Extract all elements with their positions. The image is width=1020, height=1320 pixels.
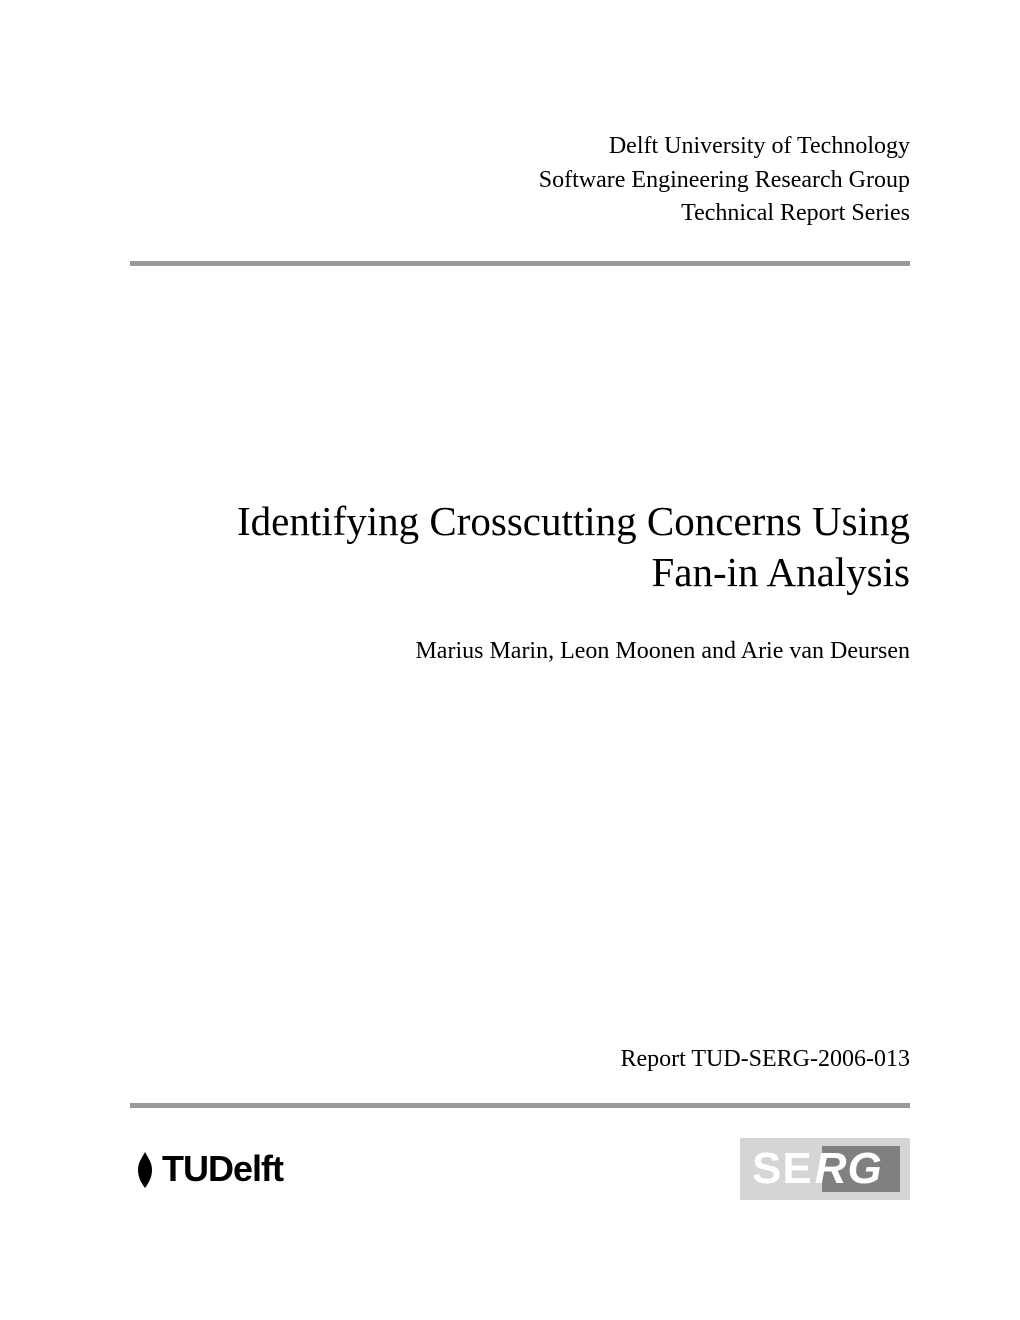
page-container: Delft University of Technology Software …: [0, 0, 1020, 1320]
report-number: Report TUD-SERG-2006-013: [130, 1046, 910, 1073]
top-rule: [130, 261, 910, 266]
serg-logo: SERG: [740, 1138, 910, 1200]
serg-text: SERG: [752, 1144, 883, 1194]
bottom-rule: [130, 1103, 910, 1108]
authors: Marius Marin, Leon Moonen and Arie van D…: [130, 638, 910, 665]
institution-line-1: Delft University of Technology: [130, 130, 910, 164]
institution-line-2: Software Engineering Research Group: [130, 164, 910, 198]
flame-icon: [130, 1150, 160, 1190]
paper-title: Identifying Crosscutting Concerns Using …: [130, 496, 910, 599]
tudelft-tu: TU: [162, 1148, 208, 1189]
tudelft-delft: Delft: [208, 1148, 283, 1189]
title-block: Identifying Crosscutting Concerns Using …: [130, 496, 910, 666]
institution-line-3: Technical Report Series: [130, 197, 910, 231]
serg-rg: RG: [815, 1144, 883, 1194]
logo-row: TUDelft SERG: [130, 1138, 910, 1200]
title-line-2: Fan-in Analysis: [130, 547, 910, 598]
title-line-1: Identifying Crosscutting Concerns Using: [130, 496, 910, 547]
institution-header: Delft University of Technology Software …: [130, 130, 910, 231]
tudelft-logo: TUDelft: [130, 1148, 283, 1190]
tudelft-text: TUDelft: [162, 1148, 283, 1190]
serg-se: SE: [752, 1144, 813, 1194]
